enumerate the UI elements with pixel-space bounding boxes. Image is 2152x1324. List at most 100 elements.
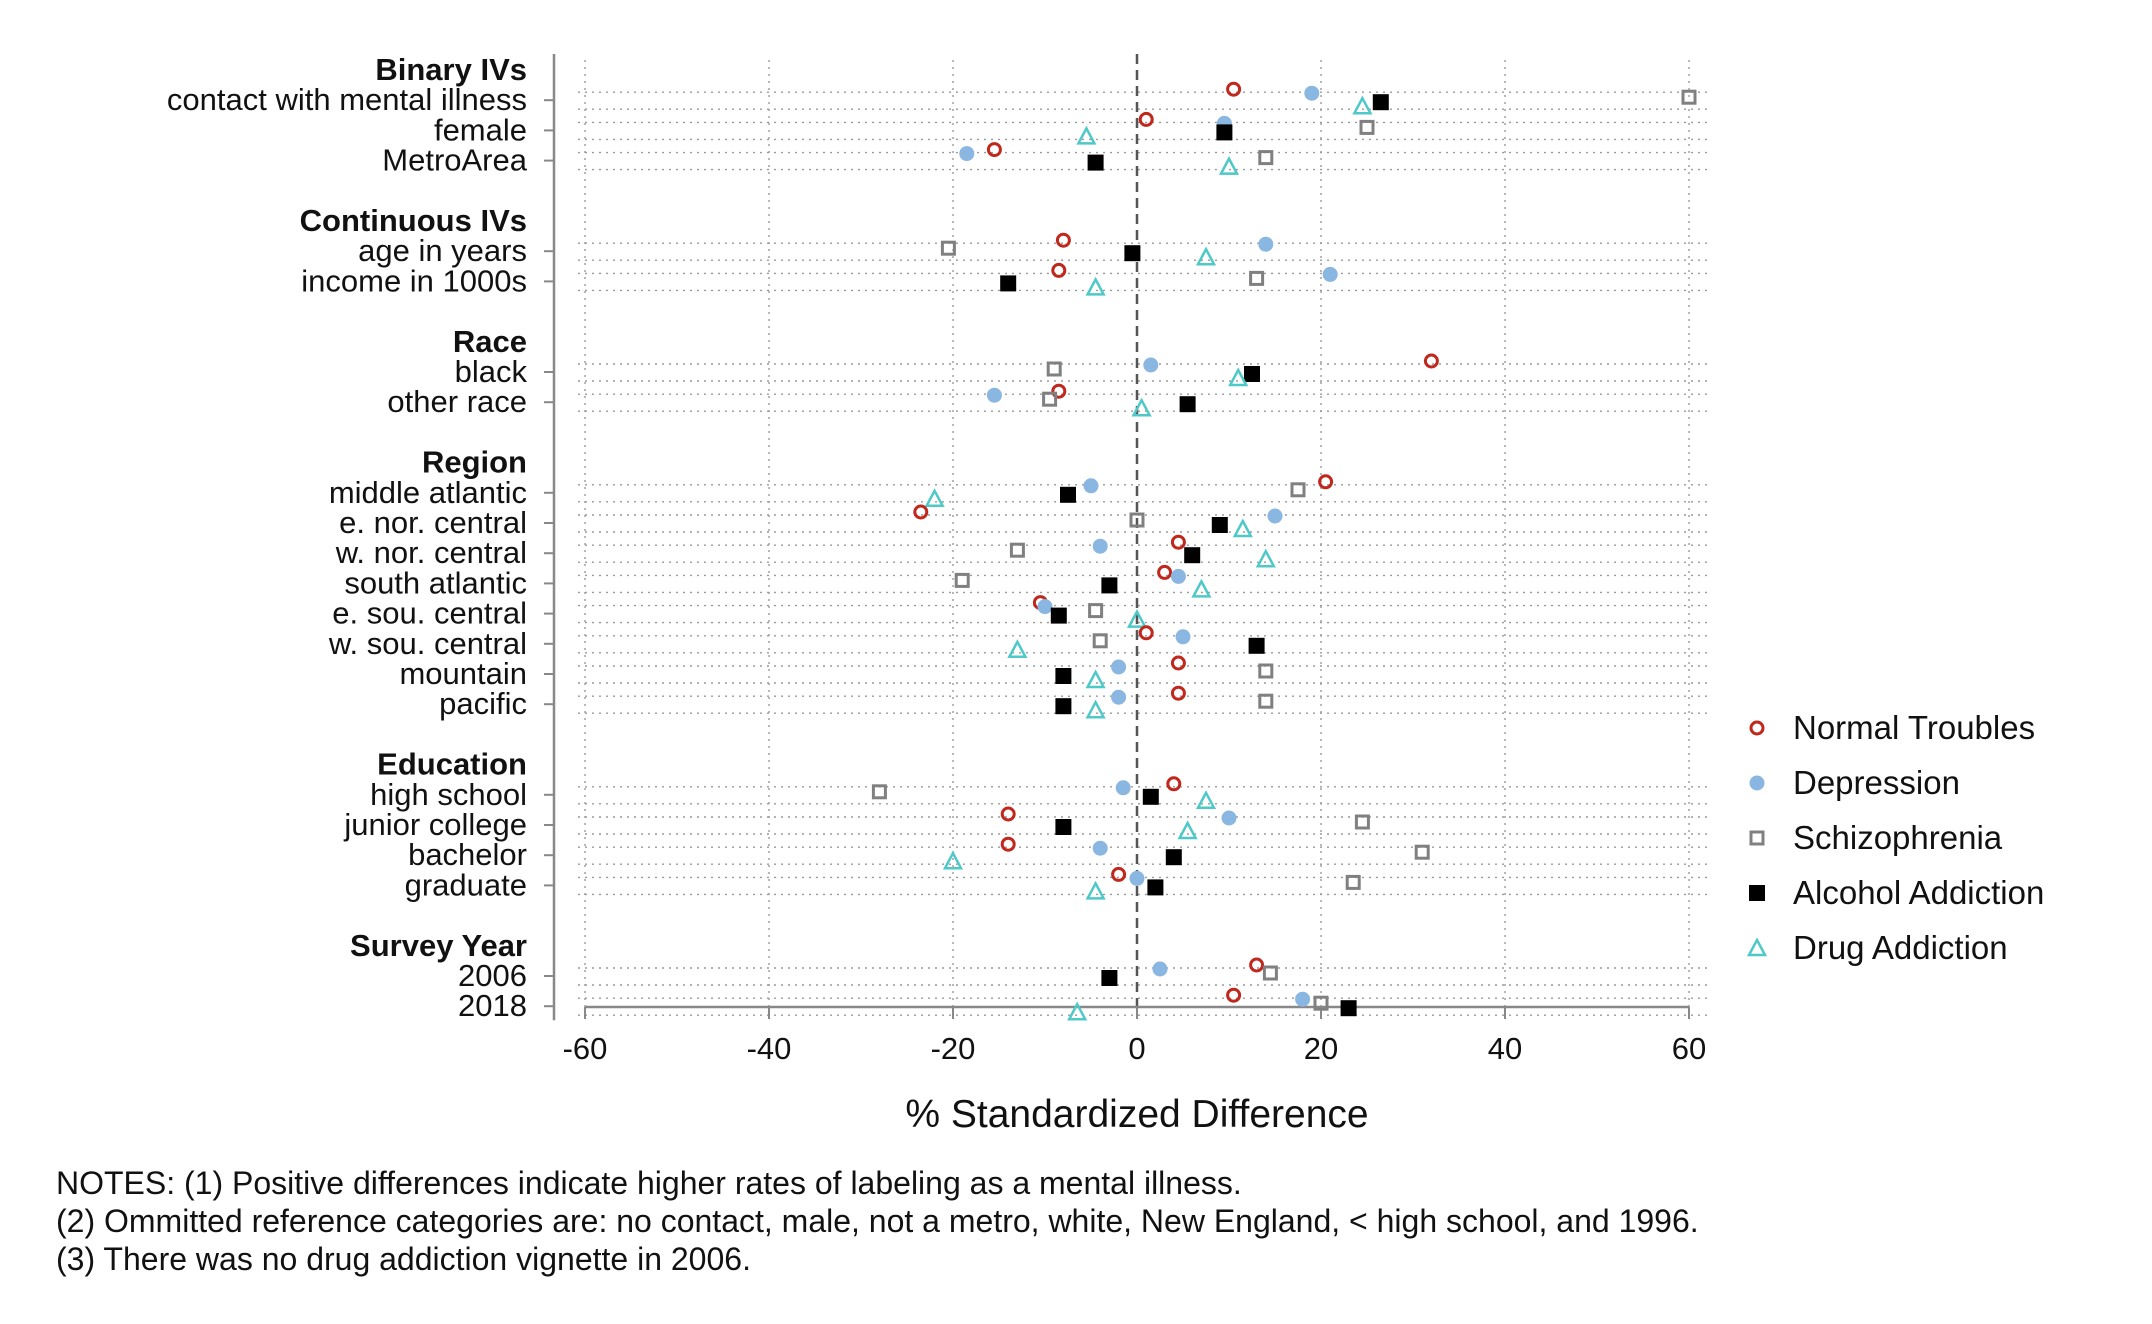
x-tick-label: 40 <box>1488 1031 1522 1066</box>
data-point <box>1050 607 1067 624</box>
legend-marker <box>1746 937 1768 957</box>
row-label: MetroArea <box>382 143 527 178</box>
data-point <box>1092 538 1108 554</box>
data-point <box>1372 94 1389 111</box>
data-point <box>1124 245 1141 262</box>
data-point <box>1177 820 1198 840</box>
data-point <box>1216 124 1233 141</box>
data-point <box>1092 633 1108 649</box>
data-point <box>1111 659 1127 675</box>
legend-label: Alcohol Addiction <box>1793 874 2044 911</box>
data-point <box>1313 995 1329 1011</box>
note-3: (3) There was no drug addiction vignette… <box>56 1241 751 1277</box>
row-label: contact with mental illness <box>167 82 527 117</box>
data-point <box>1258 236 1274 252</box>
data-point <box>1067 1001 1088 1021</box>
data-point <box>1191 578 1212 598</box>
data-point <box>1142 788 1159 805</box>
row-label: middle atlantic <box>329 475 527 510</box>
data-point <box>1221 810 1237 826</box>
legend-label: Normal Troubles <box>1793 709 2035 746</box>
data-point <box>1248 637 1265 654</box>
data-point <box>1249 270 1265 286</box>
data-point <box>913 504 929 520</box>
legend-marker <box>1749 775 1765 791</box>
data-point <box>1060 486 1076 503</box>
data-point <box>1354 814 1370 830</box>
data-point <box>1211 517 1228 533</box>
row-label: south atlantic <box>344 565 527 600</box>
x-tick-label: 20 <box>1304 1031 1338 1066</box>
data-point <box>1000 836 1016 852</box>
row-label: w. sou. central <box>328 626 527 661</box>
data-point <box>1037 599 1053 615</box>
data-point <box>1249 957 1265 973</box>
data-point <box>954 572 970 588</box>
data-point <box>1055 668 1072 684</box>
data-point <box>1340 1000 1357 1017</box>
row-label: high school <box>370 777 527 812</box>
data-point <box>1345 874 1361 890</box>
row-label: black <box>455 354 528 389</box>
data-point <box>1088 603 1104 619</box>
data-point <box>1414 844 1430 860</box>
data-point <box>1147 879 1164 896</box>
data-point <box>1085 669 1106 689</box>
data-point <box>1195 246 1217 266</box>
data-point <box>1359 119 1375 135</box>
data-point <box>1195 790 1217 810</box>
row-label: bachelor <box>408 837 527 872</box>
data-point <box>1228 367 1249 387</box>
data-point <box>1170 685 1186 701</box>
data-point <box>1152 961 1168 977</box>
note-2: (2) Ommitted reference categories are: n… <box>56 1203 1699 1239</box>
data-point <box>1232 518 1253 538</box>
data-point <box>1046 361 1062 377</box>
data-point <box>1244 366 1260 382</box>
x-tick-label: -40 <box>747 1031 792 1066</box>
row-label: age in years <box>358 233 527 268</box>
data-point <box>1111 689 1127 705</box>
data-point <box>1423 353 1439 369</box>
x-tick-label: -20 <box>931 1031 976 1066</box>
data-point <box>1055 232 1071 248</box>
row-label: e. nor. central <box>339 505 527 540</box>
data-point <box>1138 111 1154 127</box>
row-label: junior college <box>343 807 527 842</box>
legend-marker <box>1749 830 1765 846</box>
data-point <box>1000 806 1016 822</box>
data-point <box>1143 357 1159 373</box>
data-point <box>1051 383 1067 399</box>
x-tick-label: -60 <box>563 1031 608 1066</box>
data-point <box>1129 870 1145 886</box>
data-point <box>1175 629 1191 645</box>
note-1: NOTES: (1) Positive differences indicate… <box>56 1165 1242 1201</box>
group-header-label: Survey Year <box>350 928 527 963</box>
data-point <box>1007 639 1028 659</box>
data-point <box>1085 276 1106 296</box>
x-tick-label: 0 <box>1128 1031 1145 1066</box>
legend-label: Schizophrenia <box>1793 819 2003 856</box>
data-point <box>1184 547 1201 564</box>
data-point <box>1042 391 1058 407</box>
row-label: 2018 <box>458 988 527 1023</box>
group-header-label: Continuous IVs <box>300 203 527 238</box>
data-point <box>1131 397 1152 417</box>
data-point <box>1138 625 1154 641</box>
row-label: 2006 <box>458 958 527 993</box>
row-label: w. nor. central <box>335 535 527 570</box>
legend-label: Drug Addiction <box>1793 929 2008 966</box>
group-header-label: Education <box>377 747 527 782</box>
group-header-label: Region <box>422 445 527 480</box>
data-point <box>1318 474 1334 490</box>
data-point <box>1262 965 1278 981</box>
data-point <box>1352 95 1373 115</box>
data-point <box>1009 542 1025 558</box>
data-point <box>1258 150 1274 166</box>
data-point <box>1165 849 1182 866</box>
data-point <box>1085 880 1106 900</box>
data-point <box>1092 840 1108 856</box>
data-point <box>1226 81 1242 97</box>
data-point <box>1322 266 1338 282</box>
data-point <box>1076 125 1097 145</box>
